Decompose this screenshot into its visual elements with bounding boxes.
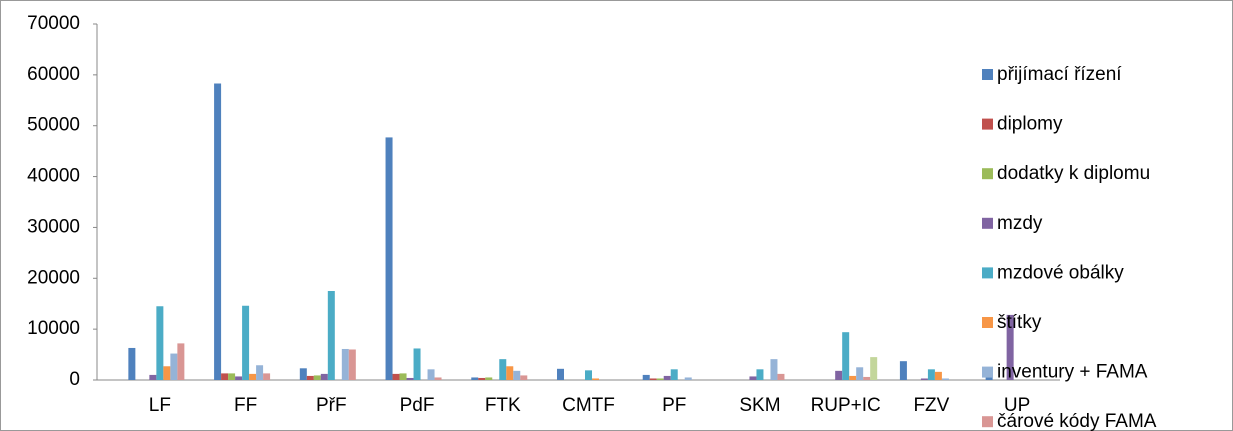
x-tick-label: FTK xyxy=(485,395,521,416)
bar xyxy=(749,376,757,380)
bar xyxy=(242,305,250,380)
bar xyxy=(348,349,356,380)
y-tick-label: 70000 xyxy=(27,13,80,34)
legend-swatch xyxy=(982,267,993,279)
bar xyxy=(228,373,236,380)
legend-swatch xyxy=(982,317,993,328)
bar xyxy=(320,373,328,380)
x-tick-label: LF xyxy=(149,395,171,416)
x-tick-label: FZV xyxy=(913,395,949,416)
legend-label: diplomy xyxy=(997,114,1063,135)
bar xyxy=(1006,314,1014,380)
bar xyxy=(177,343,185,380)
y-tick-label: 30000 xyxy=(27,216,80,237)
legend-swatch xyxy=(982,118,993,130)
bar xyxy=(306,375,314,380)
bar xyxy=(385,137,393,380)
legend-swatch xyxy=(982,366,993,378)
bar xyxy=(513,370,521,380)
x-tick-label: CMTF xyxy=(562,395,615,416)
x-tick-label: SKM xyxy=(739,395,780,416)
bar xyxy=(656,378,664,380)
legend-label: přijímací řízení xyxy=(997,64,1122,85)
bar xyxy=(670,369,678,380)
legend-swatch xyxy=(982,217,993,229)
y-tick-label: 10000 xyxy=(27,318,80,339)
bar xyxy=(341,348,349,380)
bar xyxy=(427,369,435,380)
bar xyxy=(235,376,243,380)
bar xyxy=(684,377,692,380)
bar xyxy=(263,373,271,380)
legend-label: štítky xyxy=(997,312,1042,333)
bar xyxy=(149,374,157,380)
y-tick-label: 0 xyxy=(69,369,80,390)
bar xyxy=(870,357,878,380)
bar xyxy=(585,370,592,380)
bar xyxy=(770,359,778,380)
y-tick-label: 20000 xyxy=(27,267,80,288)
bar xyxy=(471,377,479,380)
bar xyxy=(392,373,400,380)
bar xyxy=(434,377,442,380)
bar xyxy=(557,368,564,380)
x-tick-label: FF xyxy=(234,395,257,416)
bar xyxy=(642,374,650,380)
bar xyxy=(920,378,928,380)
bar xyxy=(214,83,222,380)
bar xyxy=(863,376,871,380)
y-tick-label: 40000 xyxy=(27,166,80,187)
bar xyxy=(327,291,335,380)
bar xyxy=(156,306,164,380)
legend-swatch xyxy=(982,69,993,80)
bar xyxy=(592,378,599,380)
bar xyxy=(756,369,764,380)
bar xyxy=(249,373,257,380)
legend-swatch xyxy=(982,416,993,428)
bar xyxy=(520,375,528,380)
bar xyxy=(406,377,414,380)
y-tick-label: 60000 xyxy=(27,64,80,85)
x-tick-label: PřF xyxy=(316,395,347,416)
x-tick-label: PF xyxy=(662,395,686,416)
bar xyxy=(927,369,935,380)
legend-label: mzdové obálky xyxy=(997,262,1124,283)
bar xyxy=(941,378,949,380)
bar xyxy=(478,377,486,380)
bar xyxy=(835,370,843,380)
bar xyxy=(849,375,857,380)
bar xyxy=(499,359,507,380)
bar xyxy=(256,365,264,380)
bar xyxy=(221,373,229,380)
bar xyxy=(485,377,493,380)
legend-label: čárové kódy FAMA xyxy=(997,411,1157,431)
bar xyxy=(842,332,850,380)
bar xyxy=(899,361,907,380)
y-tick-label: 50000 xyxy=(27,115,80,136)
bar xyxy=(856,367,864,380)
legend-label: dodatky k diplomu xyxy=(997,163,1150,184)
bar xyxy=(299,368,307,380)
bar xyxy=(649,378,657,380)
legend-label: mzdy xyxy=(997,213,1043,234)
legend-label: inventury + FAMA xyxy=(997,362,1148,383)
x-tick-label: PdF xyxy=(400,395,435,416)
bar xyxy=(313,375,321,380)
bar xyxy=(777,373,785,380)
x-tick-label: RUP+IC xyxy=(811,395,881,416)
bar xyxy=(663,375,671,380)
bar xyxy=(413,348,421,380)
legend-swatch xyxy=(982,168,993,180)
bar xyxy=(399,373,407,380)
bar xyxy=(506,366,514,380)
bar xyxy=(934,371,942,380)
x-tick-label: UP xyxy=(1004,395,1030,416)
bar xyxy=(128,347,136,380)
bar xyxy=(163,366,171,380)
bar xyxy=(170,353,178,380)
